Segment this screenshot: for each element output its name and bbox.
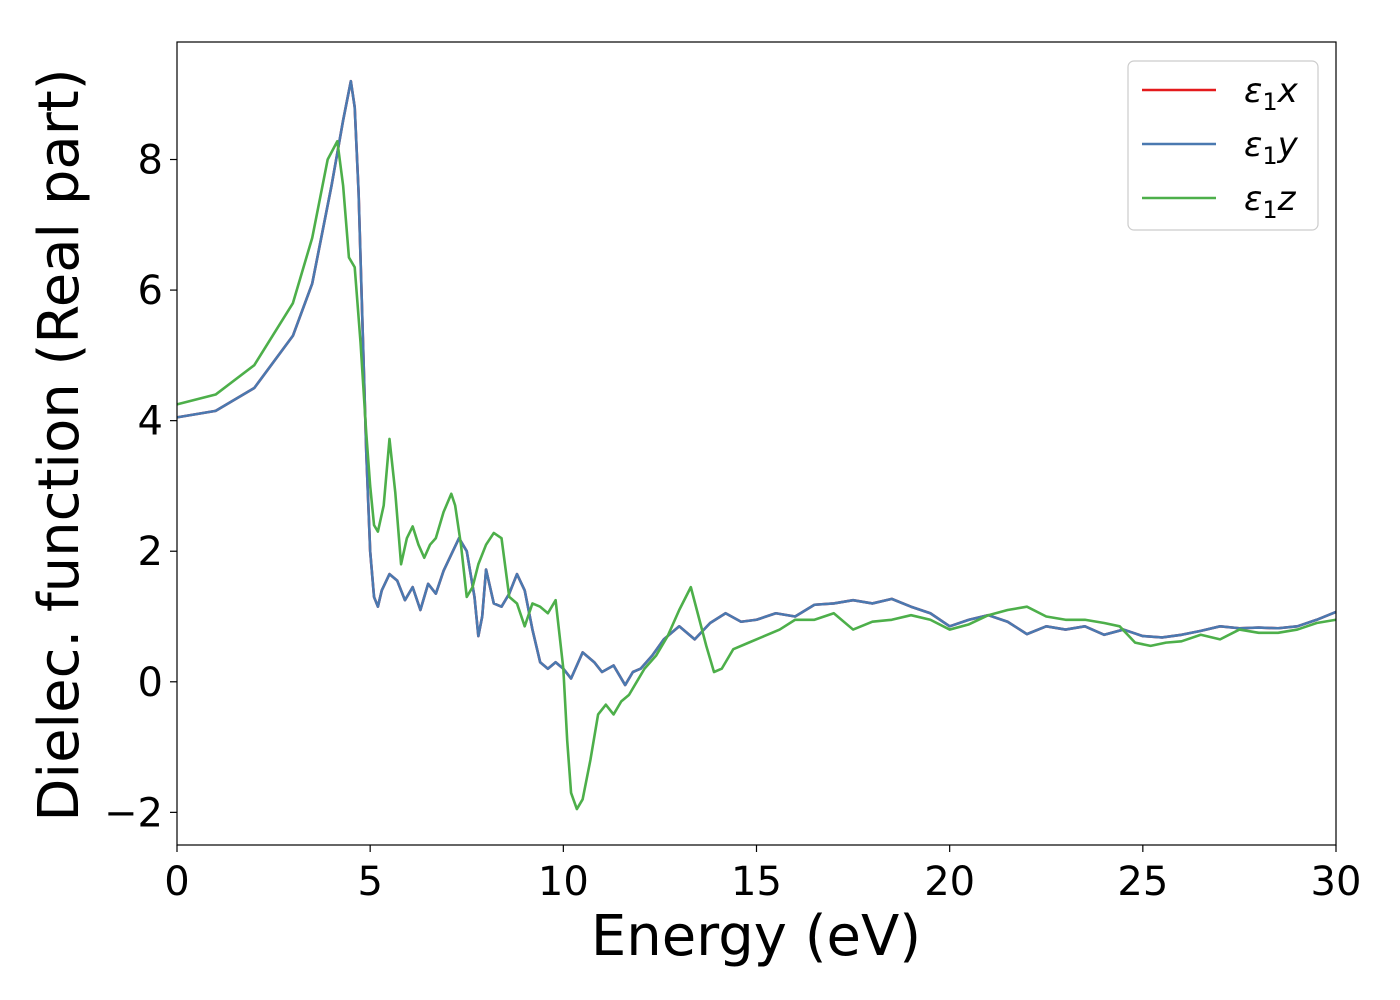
x-tick-label: 5 bbox=[357, 859, 382, 905]
x-tick-label: 30 bbox=[1311, 859, 1362, 905]
y-axis-label: Dielec. function (Real part) bbox=[27, 68, 92, 821]
x-tick-label: 0 bbox=[164, 859, 189, 905]
series-line-z bbox=[176, 139, 1337, 811]
x-tick-label: 25 bbox=[1117, 859, 1168, 905]
x-tick-label: 20 bbox=[924, 859, 975, 905]
y-tick-label: −2 bbox=[104, 790, 163, 836]
x-tick-label: 10 bbox=[538, 859, 589, 905]
series-layer bbox=[176, 79, 1337, 811]
y-tick-label: 6 bbox=[138, 268, 163, 314]
legend-box bbox=[1127, 60, 1319, 231]
legend-label-y: ε1y bbox=[1244, 125, 1299, 170]
legend-label-z: ε1z bbox=[1244, 179, 1297, 224]
y-tick-label: 4 bbox=[138, 399, 163, 445]
x-axis-ticks: 0 5 10 15 20 25 30 bbox=[164, 845, 1361, 905]
legend-label-x: ε1x bbox=[1244, 71, 1299, 116]
y-axis-ticks: −2 0 2 4 6 8 bbox=[104, 138, 177, 836]
y-tick-label: 2 bbox=[138, 529, 163, 575]
x-axis-label: Energy (eV) bbox=[591, 904, 921, 969]
x-tick-label: 15 bbox=[731, 859, 782, 905]
y-tick-label: 0 bbox=[138, 660, 163, 706]
series-line-y bbox=[176, 79, 1337, 687]
legend: ε1x ε1y ε1z bbox=[1127, 60, 1319, 231]
y-tick-label: 8 bbox=[138, 138, 163, 184]
